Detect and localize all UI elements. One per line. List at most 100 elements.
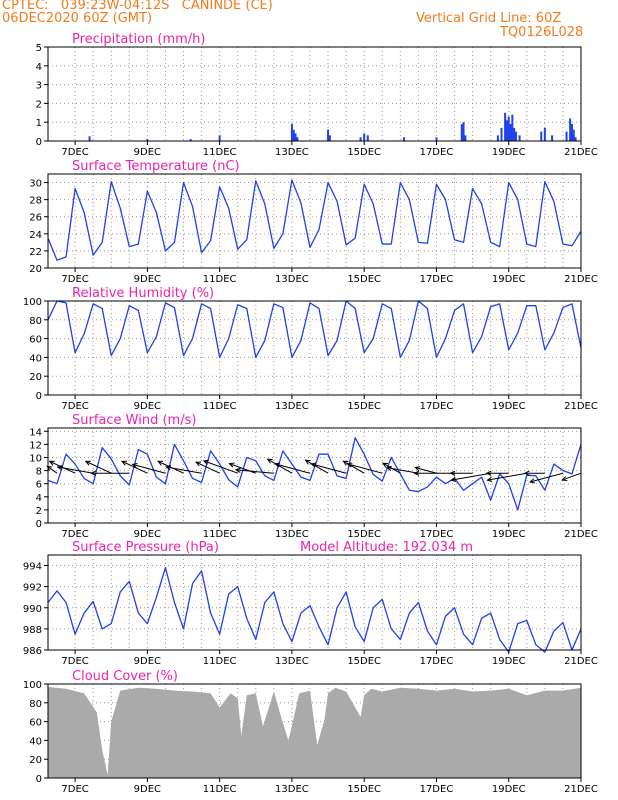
wind-panel	[44, 428, 581, 527]
cloud-title: Cloud Cover (%)	[72, 669, 178, 684]
precip-bar	[540, 132, 542, 141]
pressure-xtick-label: 15DEC	[347, 656, 381, 667]
wind-xtick-label: 21DEC	[564, 529, 598, 540]
precip-frame	[48, 47, 581, 141]
precip-bar	[367, 135, 369, 141]
pressure-panel	[44, 555, 581, 654]
wind-xtick-label: 15DEC	[347, 529, 381, 540]
pressure-ytick-label: 990	[23, 604, 42, 615]
precip-xtick-label: 15DEC	[347, 147, 381, 158]
precip-bar	[501, 128, 503, 141]
precip-ytick-label: 4	[36, 62, 42, 73]
rh-xtick-label: 13DEC	[275, 401, 309, 412]
precip-xtick-label: 21DEC	[564, 147, 598, 158]
precip-xtick-label: 17DEC	[420, 147, 454, 158]
precip-bar	[360, 137, 362, 141]
pressure-ytick-label: 986	[23, 646, 42, 657]
precip-bar	[508, 117, 510, 141]
precip-bar	[510, 124, 512, 141]
precip-bar	[513, 128, 515, 141]
precip-bar	[515, 132, 517, 141]
temp-ytick-label: 22	[29, 247, 42, 258]
pressure-ytick-label: 994	[23, 562, 42, 573]
precip-bar	[89, 136, 91, 141]
pressure-xtick-label: 17DEC	[420, 656, 454, 667]
wind-xtick-label: 11DEC	[203, 529, 237, 540]
cloud-xtick-label: 11DEC	[203, 784, 237, 795]
cloud-xtick-label: 19DEC	[492, 784, 526, 795]
cloud-ytick-label: 0	[36, 774, 42, 785]
cloud-ytick-label: 20	[29, 755, 42, 766]
precip-bar	[551, 135, 553, 141]
precip-bar	[329, 135, 331, 141]
wind-arrow	[196, 462, 220, 473]
rh-ytick-label: 0	[36, 391, 42, 402]
precip-ytick-label: 2	[36, 99, 42, 110]
precip-bar	[511, 115, 513, 141]
precip-bar	[295, 133, 297, 141]
precip-bar	[363, 133, 365, 141]
rh-ytick-label: 20	[29, 372, 42, 383]
pressure-xtick-label: 21DEC	[564, 656, 598, 667]
precip-bar	[569, 118, 571, 141]
precip-bar	[497, 135, 499, 141]
pressure-subtitle: Model Altitude: 192.034 m	[300, 540, 473, 555]
precip-ytick-label: 0	[36, 137, 42, 148]
temp-xtick-label: 19DEC	[492, 274, 526, 285]
precip-bar	[571, 124, 573, 141]
temp-panel	[44, 174, 581, 272]
precip-bar	[403, 137, 405, 141]
precip-title: Precipitation (mm/h)	[72, 32, 205, 47]
wind-title: Surface Wind (m/s)	[72, 413, 196, 428]
precip-bar	[296, 137, 298, 141]
rh-xtick-label: 17DEC	[420, 401, 454, 412]
precip-bar	[506, 120, 508, 141]
precip-bar	[575, 137, 577, 141]
rh-frame	[48, 301, 581, 395]
precip-xtick-label: 9DEC	[134, 147, 161, 158]
rh-xtick-label: 7DEC	[61, 401, 88, 412]
temp-xtick-label: 11DEC	[203, 274, 237, 285]
cloud-area	[48, 687, 581, 778]
temp-xtick-label: 17DEC	[420, 274, 454, 285]
wind-arrow	[347, 464, 382, 473]
rh-ytick-label: 80	[29, 316, 42, 327]
wind-xtick-label: 19DEC	[492, 529, 526, 540]
cloud-xtick-label: 7DEC	[61, 784, 88, 795]
cloud-xtick-label: 13DEC	[275, 784, 309, 795]
cloud-xtick-label: 17DEC	[420, 784, 454, 795]
cloud-xtick-label: 15DEC	[347, 784, 381, 795]
cloud-ytick-label: 80	[29, 699, 42, 710]
wind-ytick-label: 12	[29, 440, 42, 451]
temp-ytick-label: 20	[29, 264, 42, 275]
pressure-xtick-label: 19DEC	[492, 656, 526, 667]
precip-bar	[219, 135, 221, 141]
rh-xtick-label: 11DEC	[203, 401, 237, 412]
pressure-frame	[48, 555, 581, 650]
rh-ytick-label: 100	[23, 297, 42, 308]
temp-xtick-label: 13DEC	[275, 274, 309, 285]
temp-frame	[48, 174, 581, 268]
temp-ytick-label: 24	[29, 230, 42, 241]
precip-bar	[566, 132, 568, 141]
temp-xtick-label: 15DEC	[347, 274, 381, 285]
pressure-xtick-label: 7DEC	[61, 656, 88, 667]
pressure-xtick-label: 13DEC	[275, 656, 309, 667]
precip-bar	[519, 135, 521, 141]
wind-arrow	[487, 473, 526, 480]
wind-ytick-label: 14	[29, 427, 42, 438]
wind-arrow	[311, 464, 346, 473]
wind-ytick-label: 0	[36, 519, 42, 530]
precip-bar	[504, 113, 506, 141]
temp-xtick-label: 21DEC	[564, 274, 598, 285]
rh-xtick-label: 15DEC	[347, 401, 381, 412]
rh-xtick-label: 19DEC	[492, 401, 526, 412]
wind-arrow	[387, 468, 419, 474]
precip-bar	[544, 128, 546, 141]
precip-bar	[327, 130, 329, 141]
pressure-xtick-label: 9DEC	[134, 656, 161, 667]
precip-ytick-label: 5	[36, 43, 42, 54]
precip-panel	[44, 47, 581, 145]
wind-xtick-label: 7DEC	[61, 529, 88, 540]
